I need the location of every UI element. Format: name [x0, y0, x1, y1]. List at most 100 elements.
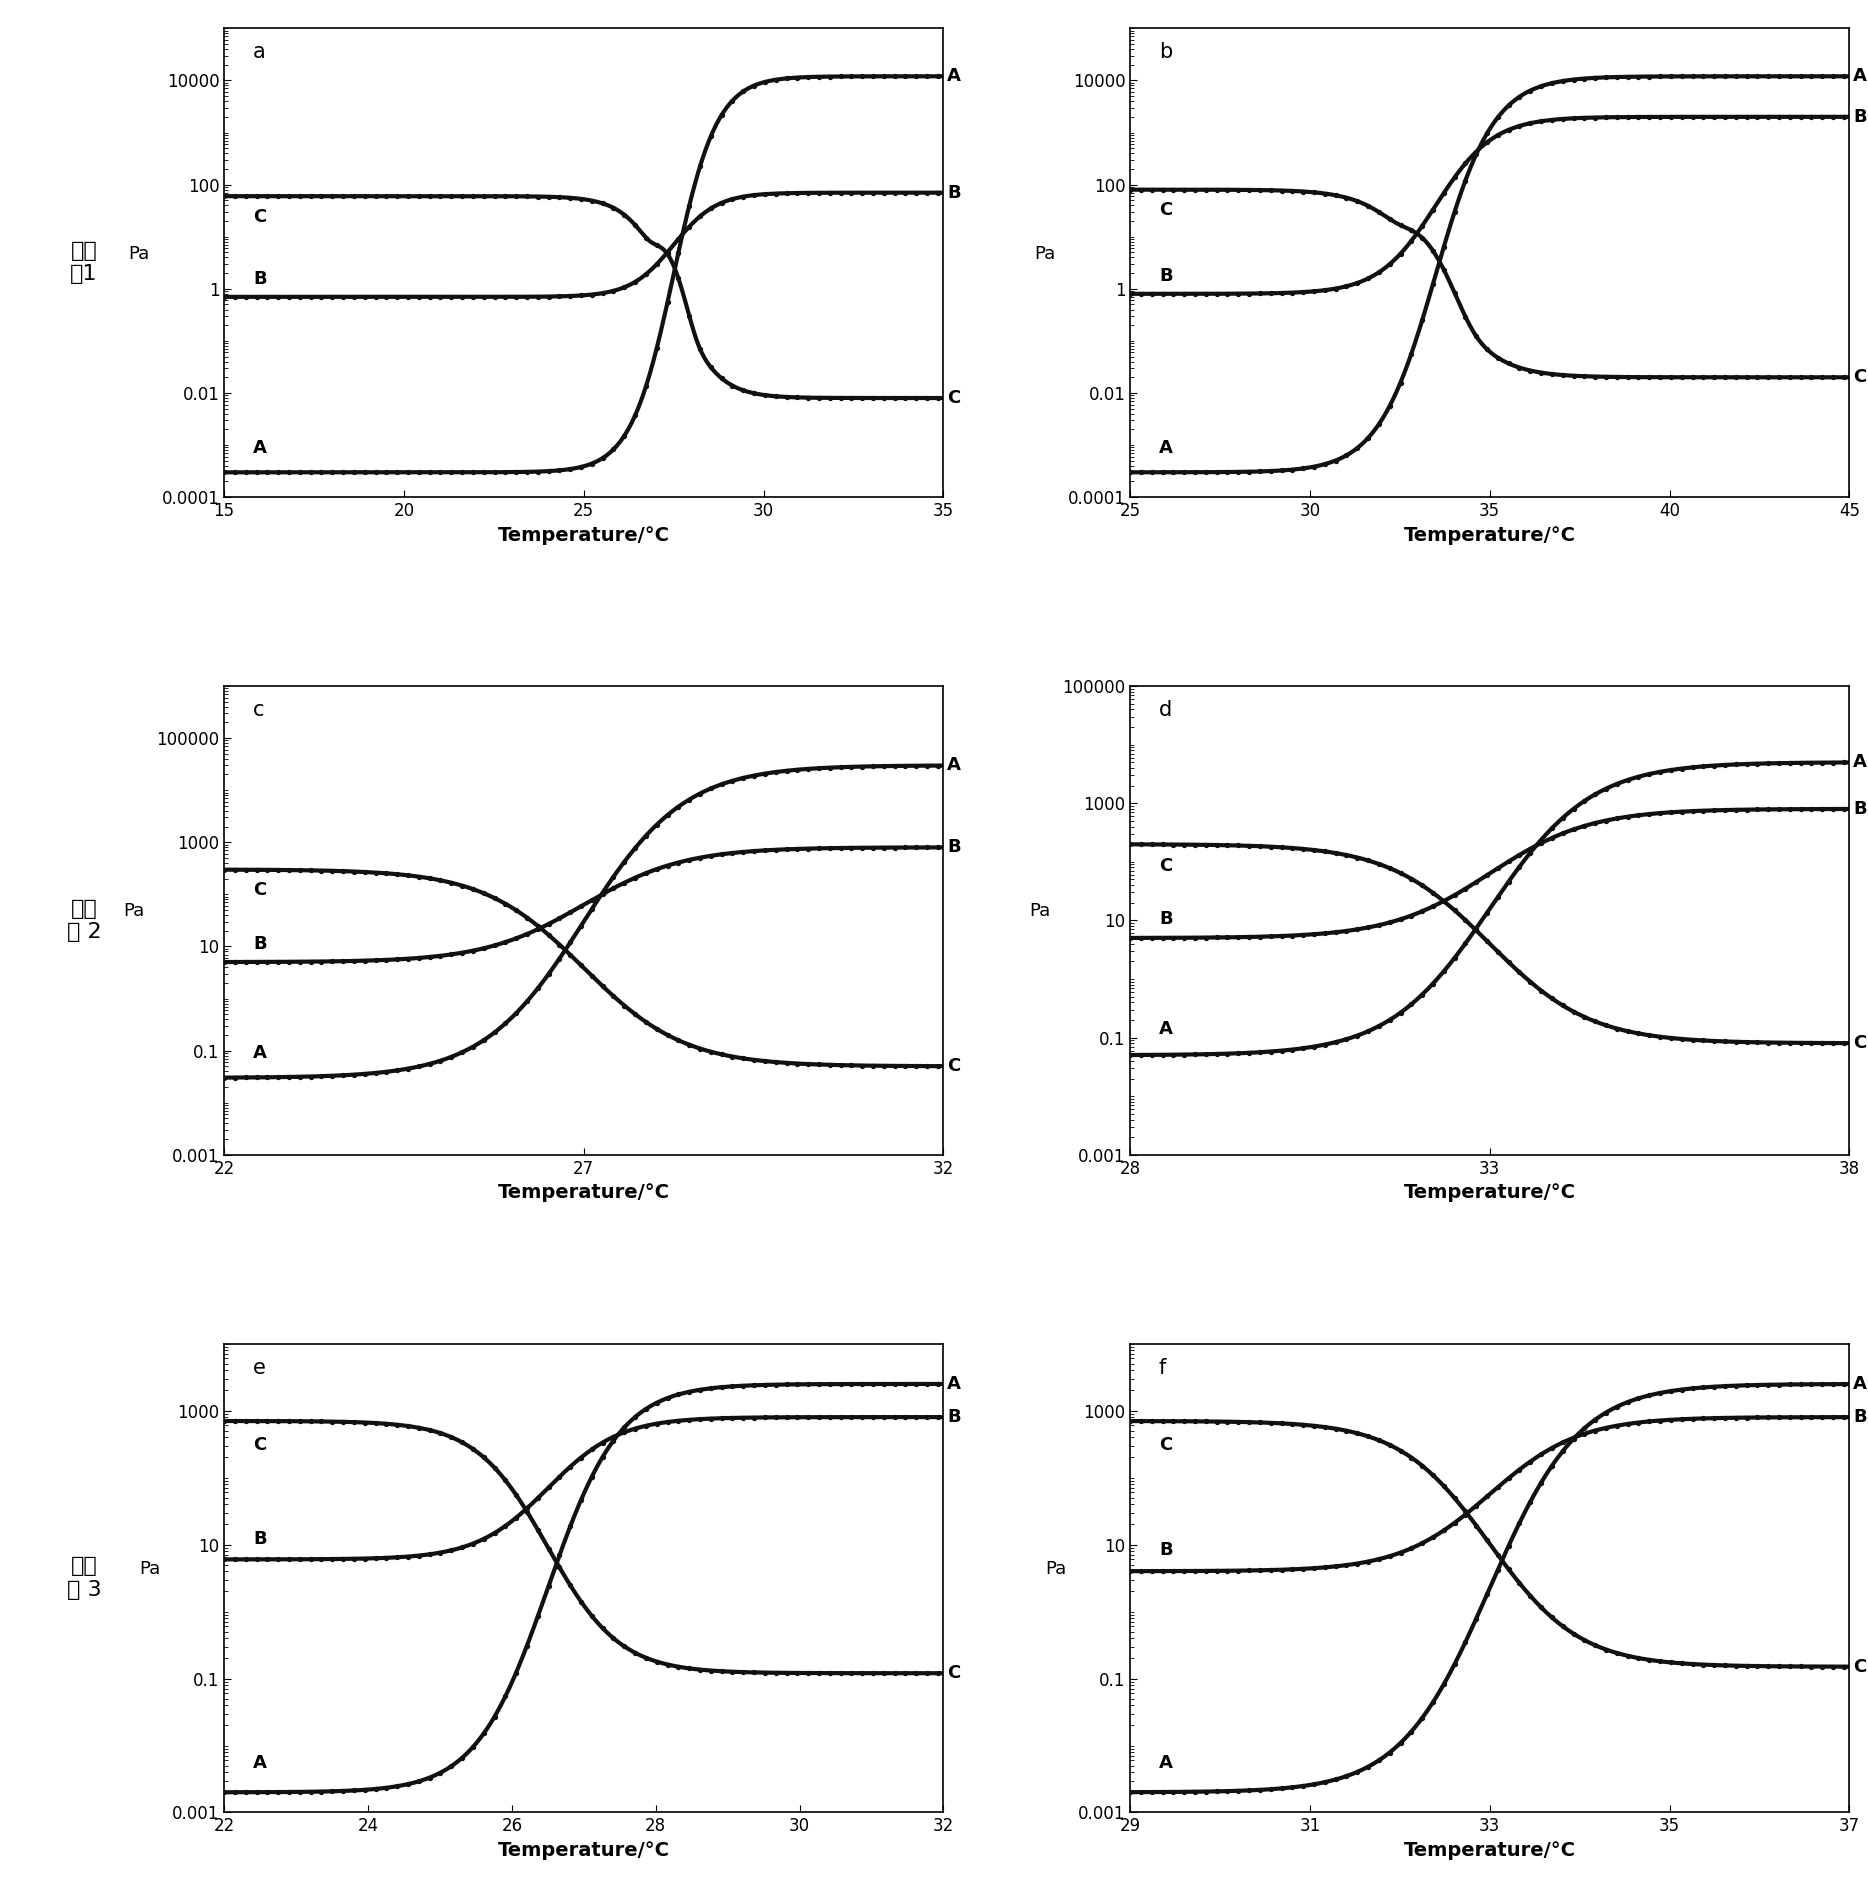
Point	[729, 1403, 758, 1433]
Point	[880, 1369, 910, 1399]
Point	[1298, 451, 1328, 481]
Point	[544, 181, 573, 211]
Point	[803, 833, 833, 863]
Point	[534, 959, 564, 989]
Point	[318, 457, 347, 487]
Point	[1332, 272, 1362, 302]
Point	[794, 1050, 824, 1080]
Point	[902, 1658, 932, 1688]
Point	[1634, 1380, 1664, 1410]
Point	[349, 946, 379, 976]
Point	[1461, 1510, 1491, 1541]
Point	[663, 1652, 693, 1682]
Point	[263, 181, 293, 211]
Point	[263, 855, 293, 885]
Point	[686, 151, 715, 181]
Point	[891, 1052, 921, 1082]
Point	[275, 946, 304, 976]
Point	[880, 177, 910, 208]
Point	[891, 751, 921, 782]
X-axis label: Temperature/°C: Temperature/°C	[497, 1841, 671, 1860]
Point	[534, 1473, 564, 1503]
Point	[446, 870, 476, 901]
Point	[1732, 795, 1762, 825]
Point	[1634, 759, 1664, 789]
Point	[209, 855, 239, 885]
Point	[295, 181, 325, 211]
Point	[1397, 215, 1427, 245]
Y-axis label: Pa: Pa	[123, 902, 144, 919]
Point	[361, 1408, 390, 1439]
Point	[1504, 957, 1534, 987]
Point	[437, 940, 467, 970]
Point	[577, 449, 607, 480]
Point	[555, 940, 585, 970]
Point	[286, 457, 316, 487]
Point	[686, 1033, 715, 1063]
Point	[1515, 838, 1545, 868]
Point	[674, 1405, 704, 1435]
Point	[372, 859, 402, 889]
Point	[740, 1658, 770, 1688]
Point	[1397, 1533, 1427, 1563]
Point	[749, 834, 779, 865]
Point	[652, 1382, 682, 1412]
Point	[1526, 72, 1556, 102]
Point	[620, 999, 650, 1029]
Point	[512, 1631, 542, 1661]
Point	[1192, 279, 1222, 310]
Point	[729, 1658, 758, 1688]
Point	[609, 991, 639, 1021]
Point	[1309, 1412, 1339, 1442]
Point	[241, 281, 271, 312]
Point	[306, 855, 336, 885]
Point	[643, 1014, 672, 1044]
Point	[1689, 102, 1719, 132]
Point	[446, 281, 476, 312]
Point	[1289, 919, 1319, 950]
Point	[306, 1777, 336, 1807]
Point	[1655, 60, 1685, 91]
Text: C: C	[1853, 1035, 1866, 1052]
Point	[620, 1414, 650, 1444]
Point	[1700, 795, 1730, 825]
Point	[275, 1777, 304, 1807]
Point	[609, 421, 639, 451]
Point	[857, 1403, 887, 1433]
Point	[349, 1407, 379, 1437]
Point	[848, 1658, 878, 1688]
Point	[1267, 1408, 1296, 1439]
Point	[329, 181, 359, 211]
Point	[771, 1658, 801, 1688]
Point	[555, 281, 585, 312]
Point	[1289, 1771, 1319, 1801]
Point	[760, 757, 790, 787]
Point	[1818, 1369, 1847, 1399]
Point	[1375, 1737, 1405, 1767]
Point	[480, 1018, 510, 1048]
Point	[220, 1407, 250, 1437]
Point	[1212, 176, 1242, 206]
Point	[1483, 1554, 1513, 1584]
Point	[1461, 136, 1491, 166]
Point	[1126, 174, 1156, 204]
Point	[1321, 1765, 1351, 1795]
Point	[501, 1658, 531, 1688]
Point	[1407, 870, 1436, 901]
Point	[252, 946, 282, 976]
Point	[1343, 1418, 1373, 1448]
Point	[1212, 831, 1242, 861]
Point	[1483, 936, 1513, 967]
Point	[1569, 1003, 1599, 1033]
Point	[609, 272, 639, 302]
Point	[631, 821, 661, 851]
Point	[1504, 81, 1534, 111]
Point	[523, 972, 553, 1003]
Point	[1483, 121, 1513, 151]
Point	[252, 281, 282, 312]
Point	[1440, 196, 1470, 227]
Point	[717, 767, 747, 797]
Point	[620, 400, 650, 430]
Point	[1352, 423, 1382, 453]
Point	[1201, 1407, 1231, 1437]
